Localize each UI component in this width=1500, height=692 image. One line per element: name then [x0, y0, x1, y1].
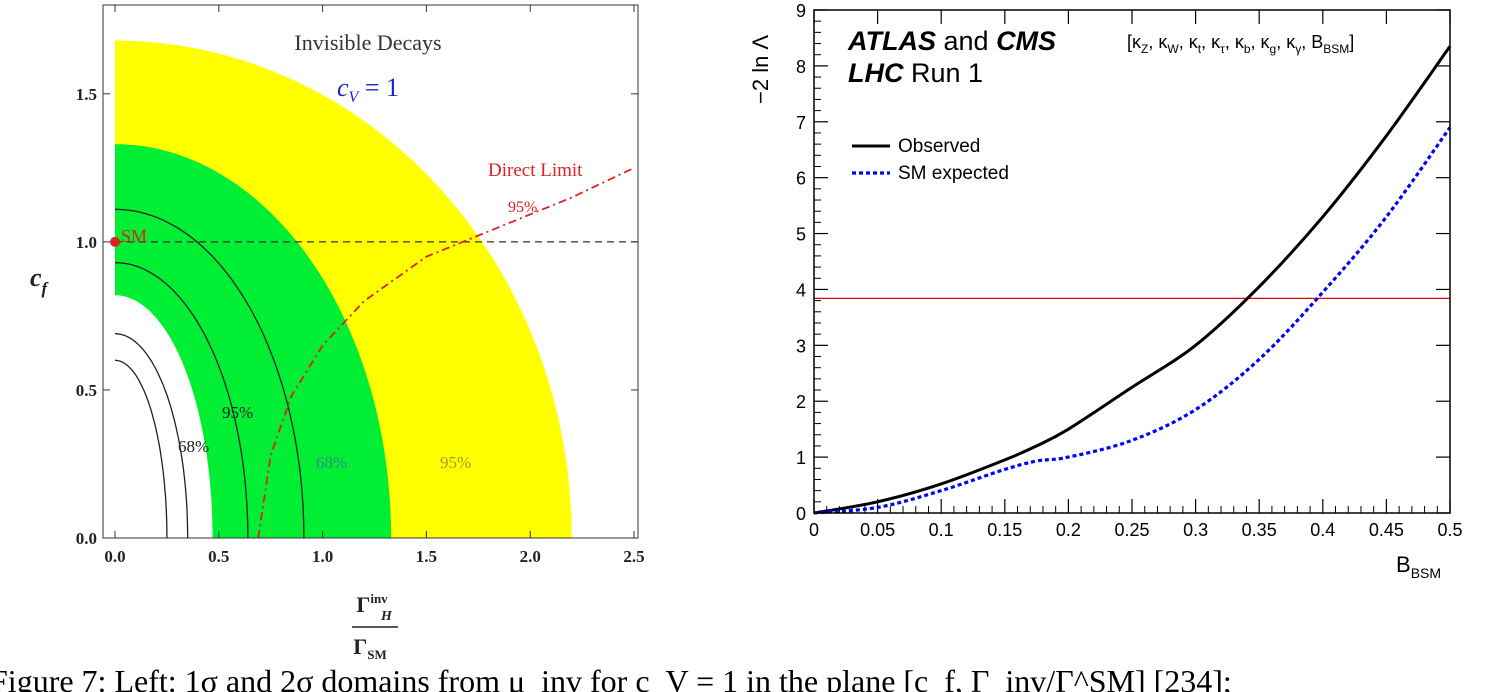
right-y-tick-label: 7: [796, 113, 806, 133]
left-x-tick-label: 0.5: [208, 547, 229, 566]
right-y-tick-label: 3: [796, 336, 806, 356]
legend-label-observed: Observed: [898, 136, 980, 157]
right-chart: 0 0.05 0.1 0.15 0.2 0.25 0.3 0.35 0.4 0.45 0.5 0 1 2 3…: [748, 1, 1463, 581]
right-y-tick-label: 8: [796, 57, 806, 77]
svg-text:Γinv: Γinv: [356, 591, 388, 617]
sm-expected-curve: [813, 126, 1452, 515]
right-x-tick-label: 0: [809, 520, 819, 540]
right-x-tick-label: 0.2: [1056, 520, 1081, 540]
sm-point: [110, 236, 120, 247]
left-plot-frame: [102, 4, 639, 539]
contour-label-95: 95%: [222, 403, 253, 422]
figure-caption: Figure 7: Left: 1σ and 2σ domains from μ…: [0, 663, 1232, 692]
band-68-area: [115, 144, 392, 538]
right-y-tick-label: 6: [796, 169, 806, 189]
band-label-95: 95%: [440, 453, 471, 472]
run-label: LHC Run 1: [848, 58, 983, 88]
right-y-tick-label: 1: [796, 448, 806, 468]
fit-parameters-label: [κZ, κW, κt, κτ, κb, κg, κγ, BBSM]: [1127, 32, 1354, 56]
left-y-tick-label: 1.5: [76, 85, 97, 104]
right-plot-frame: [813, 9, 1451, 514]
left-y-axis-label: cf: [30, 263, 50, 298]
direct-limit-curve: [257, 167, 635, 539]
contour-label-68: 68%: [178, 437, 209, 456]
right-x-tick-label: 0.45: [1369, 520, 1404, 540]
left-chart-title: Invisible Decays: [294, 30, 441, 55]
svg-text:ΓSM: ΓSM: [353, 634, 387, 662]
contour-line-0: [114, 359, 168, 538]
legend-label-sm-expected: SM expected: [898, 163, 1009, 184]
left-bands: [115, 40, 572, 538]
right-x-tick-label: 0.35: [1242, 520, 1277, 540]
left-y-tick-label: 0.0: [76, 529, 97, 548]
left-chart: 0.0 0.5 1.0 1.5 2.0 2.5 0.0 0.5 1.0 1.5 Invisible…: [30, 4, 645, 662]
left-x-tick-label: 1.5: [416, 547, 437, 566]
right-x-tick-label: 0.15: [987, 520, 1022, 540]
experiment-label: ATLAS and CMS: [847, 26, 1056, 56]
left-x-axis-label: Γinv H ΓSM: [352, 591, 398, 662]
svg-text:H: H: [380, 609, 393, 624]
right-y-tick-label: 0: [796, 504, 806, 524]
right-y-tick-label: 9: [796, 1, 806, 21]
left-x-tick-label: 0.0: [104, 547, 125, 566]
left-x-tick-label: 2.5: [623, 547, 644, 566]
legend: Observed SM expected: [852, 136, 1009, 184]
direct-limit-sublabel: 95%: [508, 199, 537, 216]
observed-curve: [813, 45, 1452, 515]
right-y-tick-label: 4: [796, 280, 806, 300]
right-x-tick-label: 0.4: [1310, 520, 1335, 540]
left-chart-subtitle: cV = 1: [337, 73, 399, 106]
right-x-tick-label: 0.25: [1114, 520, 1149, 540]
right-x-tick-label: 0.5: [1437, 520, 1462, 540]
right-x-tick-label: 0.05: [860, 520, 895, 540]
left-x-tick-label: 1.0: [312, 547, 333, 566]
direct-limit-label: Direct Limit: [488, 160, 583, 181]
right-x-axis-label: BBSM: [1396, 552, 1441, 581]
contour-line-1: [114, 333, 189, 539]
band-label-68: 68%: [316, 453, 347, 472]
sm-label: SM: [121, 226, 147, 246]
right-axis-ticks: 0 0.05 0.1 0.15 0.2 0.25 0.3 0.35 0.4 0.45 0.5 0 1 2 3…: [796, 1, 1463, 540]
right-x-tick-label: 0.3: [1183, 520, 1208, 540]
left-axis-ticks: 0.0 0.5 1.0 1.5 2.0 2.5 0.0 0.5 1.0 1.5: [76, 5, 645, 566]
right-y-tick-label: 5: [796, 225, 806, 245]
right-y-tick-label: 2: [796, 392, 806, 412]
left-contours: [114, 208, 305, 539]
right-x-tick-label: 0.1: [929, 520, 954, 540]
contour-line-3: [114, 208, 305, 539]
left-y-tick-label: 1.0: [76, 233, 97, 252]
contour-line-2: [114, 261, 249, 539]
left-y-tick-label: 0.5: [76, 381, 97, 400]
left-x-tick-label: 2.0: [520, 547, 541, 566]
right-y-axis-label: −2 ln Λ: [748, 35, 773, 104]
